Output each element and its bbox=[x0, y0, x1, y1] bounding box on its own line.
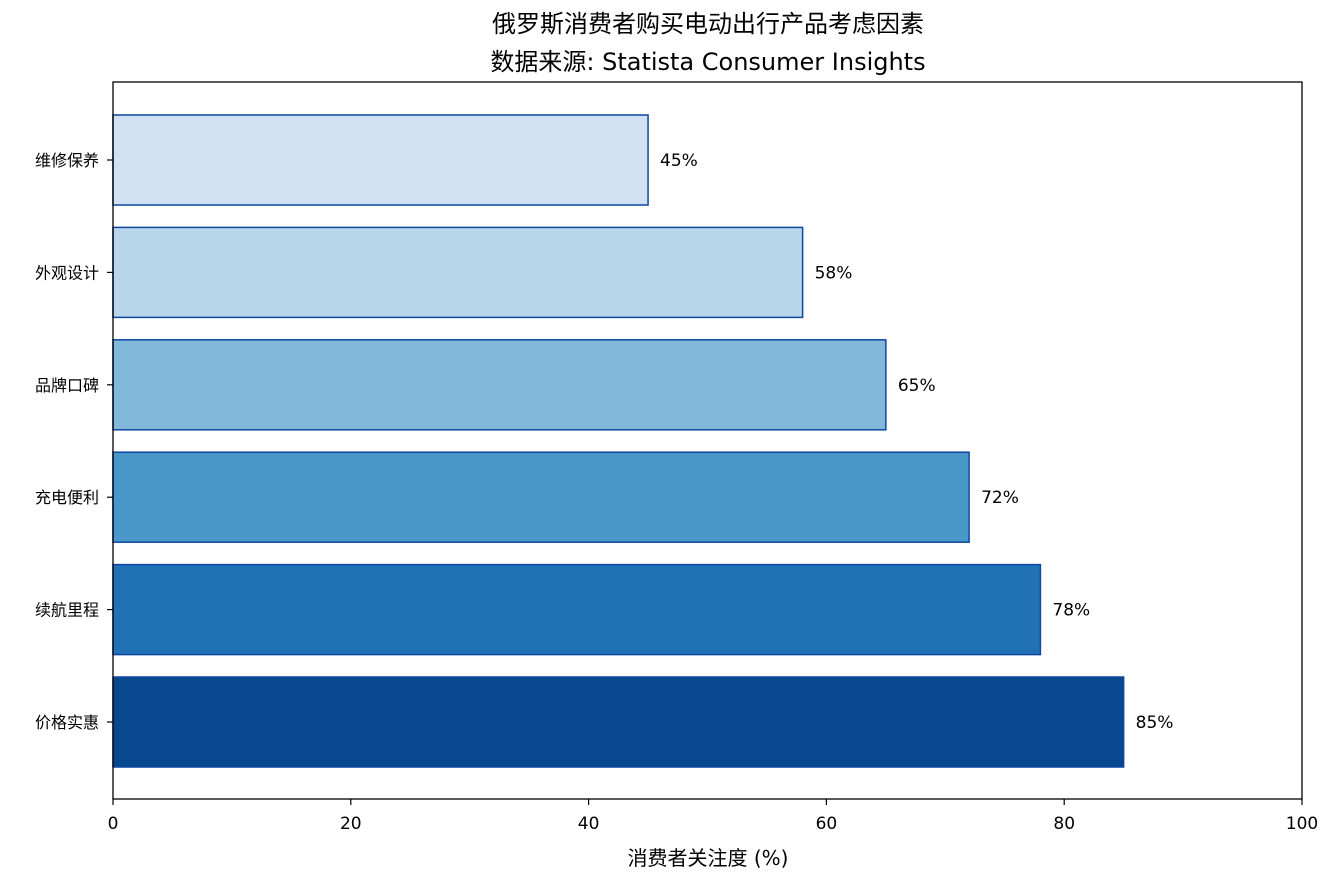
bar-2 bbox=[112, 451, 970, 543]
y-tick-label: 充电便利 bbox=[35, 488, 99, 507]
bar-value-label: 85% bbox=[1136, 713, 1174, 733]
bar-4 bbox=[112, 226, 804, 319]
bar-0 bbox=[112, 676, 1125, 768]
x-axis-ticks: 0 20 40 60 80 100 bbox=[108, 799, 1318, 834]
x-tick-label: 80 bbox=[1053, 814, 1075, 834]
y-tick-label: 维修保养 bbox=[35, 151, 99, 170]
bar-value-label: 78% bbox=[1052, 601, 1090, 621]
y-tick-label: 价格实惠 bbox=[35, 713, 99, 732]
x-tick-label: 100 bbox=[1286, 814, 1318, 834]
x-tick-label: 40 bbox=[578, 814, 600, 834]
bar-5 bbox=[112, 114, 649, 206]
x-tick-label: 0 bbox=[108, 814, 119, 834]
bars-layer: 85% 价格实惠 78% 续航里程 72% 充电便利 65% 品牌口碑 58% 外观设计 45% 维修… bbox=[35, 114, 1174, 768]
bar-value-label: 65% bbox=[898, 376, 936, 396]
bar-3 bbox=[112, 339, 887, 431]
plot-frame bbox=[112, 81, 1303, 800]
chart-title: 俄罗斯消费者购买电动出行产品考虑因素 bbox=[492, 10, 924, 38]
y-tick-label: 续航里程 bbox=[35, 601, 99, 620]
x-axis-label: 消费者关注度 (%) bbox=[628, 846, 789, 870]
bar-value-label: 58% bbox=[815, 263, 853, 283]
y-tick-label: 外观设计 bbox=[35, 263, 99, 282]
x-tick-label: 20 bbox=[340, 814, 362, 834]
x-tick-label: 60 bbox=[816, 814, 838, 834]
bar-value-label: 72% bbox=[981, 488, 1019, 508]
bar-value-label: 45% bbox=[660, 151, 698, 171]
chart-subtitle: 数据来源: Statista Consumer Insights bbox=[490, 48, 925, 76]
bar-1 bbox=[112, 563, 1042, 656]
y-tick-label: 品牌口碑 bbox=[35, 376, 99, 395]
